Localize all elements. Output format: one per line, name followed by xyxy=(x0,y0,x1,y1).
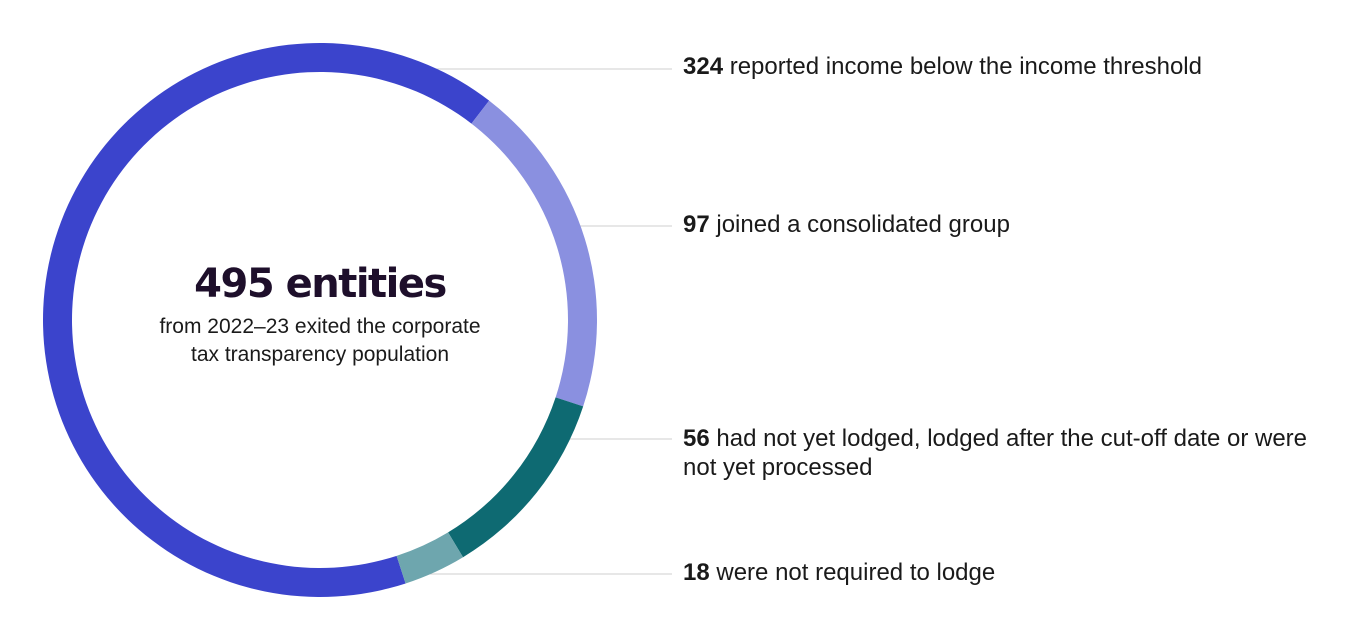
callout-3: 56 had not yet lodged, lodged after the … xyxy=(683,424,1323,482)
callout-2-label: joined a consolidated group xyxy=(716,211,1010,238)
chart-subtitle: from 2022–23 exited the corporate tax tr… xyxy=(159,315,481,366)
donut-slices xyxy=(43,42,597,598)
callout-1: 324 reported income below the income thr… xyxy=(683,52,1343,81)
callout-4-value: 18 xyxy=(683,559,710,586)
callout-1-value: 324 xyxy=(683,53,724,80)
callout-4-label: were not required to lodge xyxy=(716,559,996,586)
callout-1-label: reported income below the income thresho… xyxy=(729,53,1202,80)
chart-title: 495 entities xyxy=(194,261,447,307)
donut-slice-4 xyxy=(396,532,464,584)
donut-slice-3 xyxy=(448,397,584,558)
callout-4: 18 were not required to lodge xyxy=(683,558,1343,587)
donut-slice-2 xyxy=(471,100,597,407)
callout-3-label: had not yet lodged, lodged after the cut… xyxy=(683,425,1307,481)
callout-3-value: 56 xyxy=(683,425,710,452)
donut-slice-1 xyxy=(43,42,490,598)
callout-2: 97 joined a consolidated group xyxy=(683,210,1343,239)
callout-2-value: 97 xyxy=(683,211,710,238)
